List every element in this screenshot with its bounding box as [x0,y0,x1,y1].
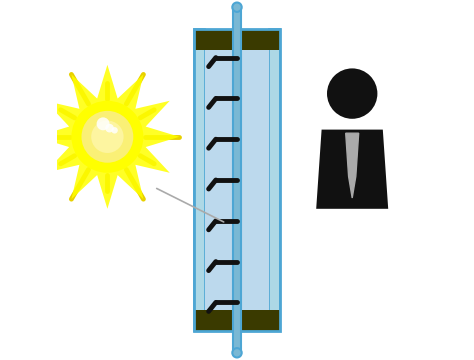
Circle shape [111,127,118,134]
Polygon shape [346,133,359,198]
Polygon shape [36,65,179,209]
FancyBboxPatch shape [205,29,269,331]
Circle shape [232,348,242,357]
FancyBboxPatch shape [233,7,241,353]
Circle shape [97,117,109,130]
Circle shape [91,121,124,153]
Polygon shape [316,130,388,209]
FancyBboxPatch shape [194,29,280,50]
Circle shape [105,124,114,132]
Circle shape [82,111,133,163]
FancyBboxPatch shape [194,29,205,331]
Circle shape [232,3,242,12]
Circle shape [72,101,144,173]
FancyBboxPatch shape [269,29,280,331]
Circle shape [327,68,377,119]
FancyBboxPatch shape [194,310,280,331]
